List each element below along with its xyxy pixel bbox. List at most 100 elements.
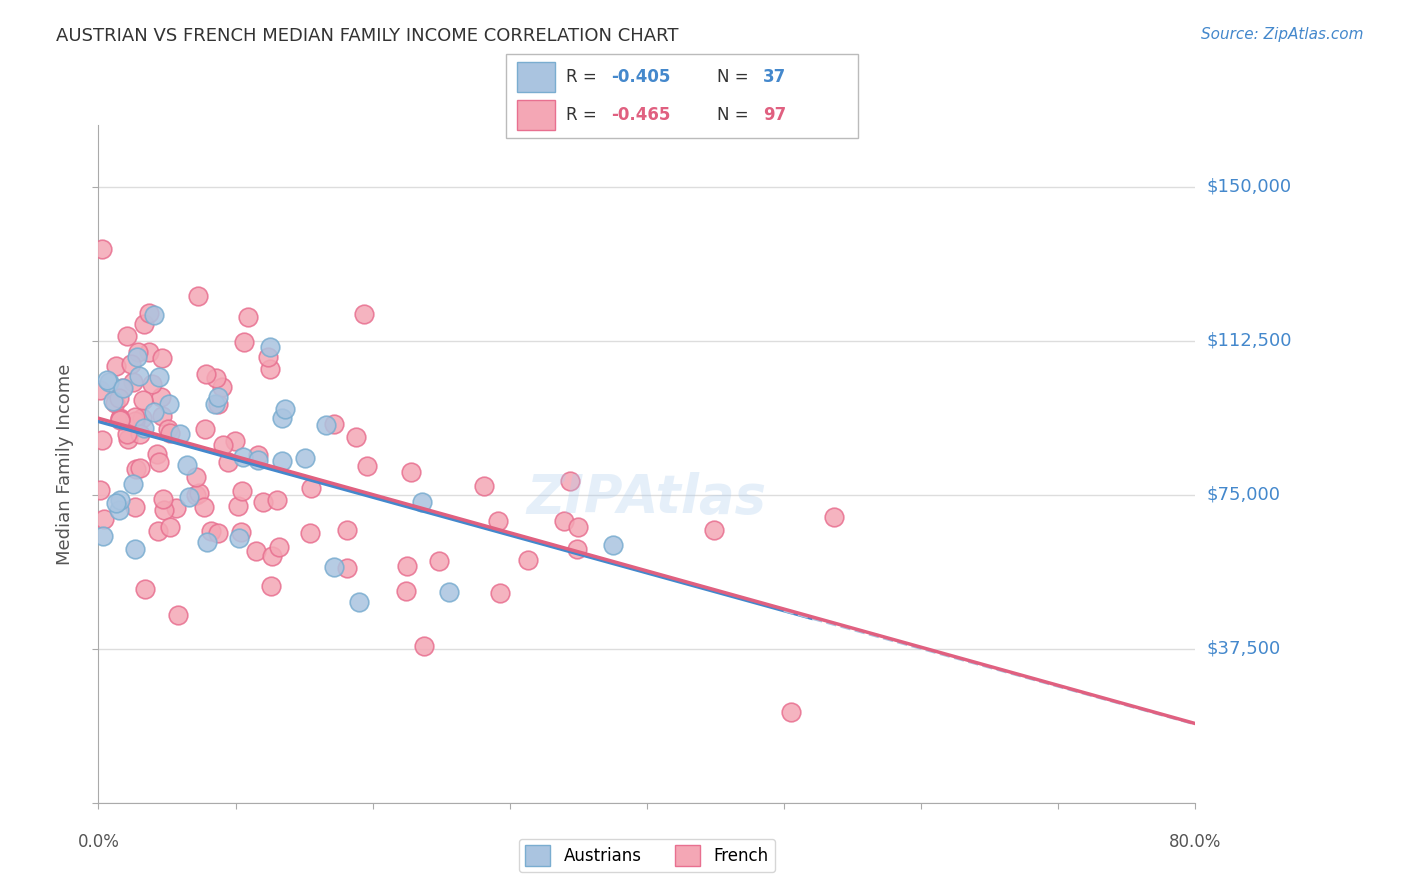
Point bbox=[128, 427, 150, 442]
Point bbox=[344, 430, 367, 444]
Point bbox=[231, 483, 253, 498]
Point bbox=[124, 409, 146, 424]
Point bbox=[205, 371, 228, 385]
Point bbox=[266, 492, 288, 507]
Point bbox=[395, 558, 418, 573]
Point bbox=[148, 524, 170, 538]
Point bbox=[567, 520, 589, 534]
Point bbox=[245, 544, 267, 558]
Text: 97: 97 bbox=[762, 106, 786, 124]
Point bbox=[246, 452, 269, 467]
Point bbox=[217, 455, 239, 469]
Point bbox=[299, 526, 322, 541]
Point bbox=[111, 381, 134, 395]
Legend: Austrians, French: Austrians, French bbox=[519, 838, 775, 872]
Point bbox=[212, 438, 235, 452]
Point bbox=[257, 350, 280, 364]
Point bbox=[224, 434, 246, 448]
Point bbox=[259, 362, 281, 376]
Point bbox=[516, 553, 538, 567]
Text: -0.465: -0.465 bbox=[612, 106, 671, 124]
Point bbox=[226, 500, 249, 514]
Point bbox=[131, 393, 153, 408]
Point bbox=[134, 420, 156, 434]
Point bbox=[489, 586, 512, 600]
Point bbox=[157, 397, 180, 411]
Point bbox=[141, 376, 163, 391]
Point bbox=[260, 579, 283, 593]
Point bbox=[315, 418, 337, 433]
Point bbox=[336, 523, 359, 537]
Point bbox=[117, 328, 139, 343]
Point bbox=[259, 340, 281, 354]
Point bbox=[823, 510, 845, 524]
Point bbox=[186, 488, 208, 502]
Point bbox=[780, 706, 803, 720]
Point bbox=[228, 532, 250, 546]
Point bbox=[238, 310, 260, 324]
Point bbox=[322, 417, 344, 431]
Point bbox=[91, 243, 114, 257]
Text: 0.0%: 0.0% bbox=[77, 833, 120, 851]
Point bbox=[132, 317, 155, 331]
Point bbox=[299, 482, 322, 496]
Point bbox=[108, 412, 131, 426]
Point bbox=[96, 373, 118, 387]
Point bbox=[270, 454, 292, 468]
Point bbox=[107, 391, 129, 405]
Point bbox=[260, 549, 283, 564]
Point bbox=[105, 496, 128, 510]
Point bbox=[129, 461, 152, 475]
Point bbox=[211, 380, 233, 394]
Point bbox=[232, 450, 254, 464]
Point bbox=[101, 394, 124, 409]
Point bbox=[229, 524, 252, 539]
Point bbox=[204, 397, 226, 411]
Point bbox=[294, 451, 316, 466]
Text: R =: R = bbox=[565, 106, 602, 124]
Point bbox=[110, 410, 132, 425]
Point bbox=[166, 607, 188, 622]
Point bbox=[195, 534, 218, 549]
Point bbox=[437, 585, 460, 599]
Point bbox=[122, 375, 145, 389]
Point bbox=[247, 448, 270, 462]
Point bbox=[121, 476, 143, 491]
Point bbox=[91, 433, 114, 447]
Point bbox=[472, 479, 495, 493]
Point bbox=[152, 491, 174, 506]
Text: N =: N = bbox=[717, 106, 754, 124]
Point bbox=[194, 422, 217, 436]
Point bbox=[567, 541, 589, 556]
Point bbox=[177, 490, 200, 504]
Point bbox=[120, 357, 142, 371]
Text: $112,500: $112,500 bbox=[1206, 332, 1292, 350]
Point bbox=[159, 425, 181, 440]
Point bbox=[411, 495, 433, 509]
Point bbox=[252, 495, 274, 509]
Point bbox=[187, 289, 209, 303]
FancyBboxPatch shape bbox=[506, 54, 858, 138]
Point bbox=[124, 500, 146, 515]
Point bbox=[98, 376, 121, 390]
Point bbox=[356, 458, 378, 473]
Text: Source: ZipAtlas.com: Source: ZipAtlas.com bbox=[1201, 27, 1364, 42]
Point bbox=[131, 410, 153, 425]
Point bbox=[165, 500, 187, 515]
Text: $150,000: $150,000 bbox=[1206, 178, 1291, 195]
Point bbox=[117, 426, 139, 441]
Point bbox=[152, 503, 174, 517]
Point bbox=[107, 503, 129, 517]
Point bbox=[117, 432, 139, 446]
Text: N =: N = bbox=[717, 68, 754, 86]
Point bbox=[269, 540, 291, 554]
Point bbox=[150, 351, 173, 365]
Point bbox=[111, 380, 134, 394]
Point bbox=[347, 595, 370, 609]
Point bbox=[105, 359, 128, 374]
Text: 37: 37 bbox=[762, 68, 786, 86]
Point bbox=[353, 307, 375, 321]
FancyBboxPatch shape bbox=[517, 100, 555, 130]
Point bbox=[124, 542, 146, 557]
Point bbox=[125, 461, 148, 475]
